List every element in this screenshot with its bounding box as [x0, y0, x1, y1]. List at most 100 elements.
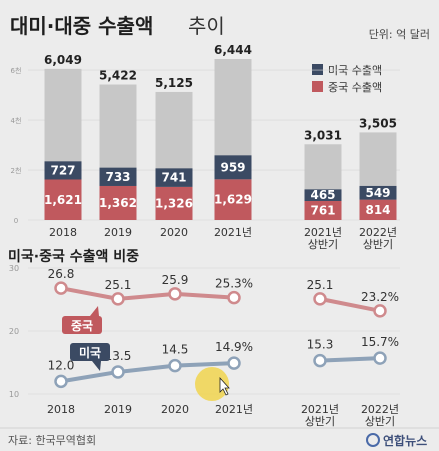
- bar-x-tick-label: 2021년: [304, 226, 342, 239]
- point-label-china: 25.3%: [215, 277, 253, 291]
- line-chart: 10 20 30 26.8 25.1 25.9 25.3% 25.1 23.2% 12.0 13.5…: [9, 264, 400, 428]
- point-us: [313, 353, 327, 368]
- line-x-tick-label: 상반기: [365, 415, 395, 428]
- legend: 미국 수출액 중국 수출액: [312, 64, 382, 94]
- series-line-us: [59, 361, 236, 384]
- bar-china: [304, 200, 342, 220]
- bar-us: [304, 189, 342, 201]
- line-x-tick-label: 2018: [47, 403, 75, 416]
- bar-x-tick-label: 2022년: [359, 226, 397, 239]
- bar-y-tick-label: 2천: [11, 166, 22, 175]
- legend-swatch-us: [312, 64, 323, 75]
- bar-total-label: 3,505: [359, 116, 397, 130]
- source-label: 자료: 한국무역협회: [8, 434, 96, 447]
- tag-china-pointer: [90, 306, 99, 316]
- line-x-tick-label: 2019: [104, 403, 132, 416]
- bar-total-label: 5,125: [155, 76, 193, 90]
- line-y-tick-label: 30: [9, 264, 19, 273]
- chart-title-suffix: 추이: [188, 14, 225, 38]
- bar-china: [99, 185, 137, 220]
- series-line-china: [318, 296, 382, 313]
- point-us: [111, 365, 125, 379]
- cursor-highlight: [195, 367, 229, 401]
- bar-x-tick-label: 상반기: [363, 238, 393, 251]
- bar-us: [359, 185, 397, 200]
- bar-china-label: 761: [310, 203, 335, 217]
- point-label-china: 25.9: [162, 273, 189, 287]
- point-china: [111, 292, 125, 306]
- unit-label: 단위: 억 달러: [369, 28, 430, 41]
- line-y-tick-label: 10: [9, 390, 19, 399]
- legend-label-us: 미국 수출액: [328, 64, 382, 77]
- bar-china-label: 814: [365, 203, 390, 217]
- point-label-china: 23.2%: [361, 290, 399, 304]
- bar-china: [359, 199, 397, 220]
- bar-y-tick-label: 6천: [11, 66, 22, 75]
- point-label-us: 12.0: [48, 358, 75, 372]
- point-label-china: 26.8: [48, 267, 75, 281]
- bar-total-label: 6,444: [214, 43, 252, 57]
- bar-total-label: 3,031: [304, 128, 342, 142]
- bar-x-tick-label: 2018: [49, 226, 77, 239]
- bar-us: [155, 168, 193, 187]
- line-x-tick-label: 2021년: [301, 403, 339, 416]
- bar-chart: 0 2천 4천 6천 6,049 727 1,621 2018 5,422 733 1,362 201…: [11, 43, 400, 251]
- point-china: [227, 290, 241, 305]
- bar-x-tick-label: 상반기: [308, 238, 338, 251]
- point-china: [168, 287, 182, 301]
- legend-label-china: 중국 수출액: [328, 81, 382, 94]
- line-x-tick-label: 2022년: [361, 403, 399, 416]
- bar-y-tick-label: 4천: [11, 116, 22, 125]
- point-china: [54, 281, 68, 295]
- point-us: [54, 374, 68, 389]
- point-label-us: 13.5: [105, 349, 132, 363]
- point-us: [373, 351, 387, 365]
- point-label-us: 15.7%: [361, 335, 399, 349]
- point-china: [313, 292, 327, 306]
- tag-us-box: [70, 343, 110, 361]
- bar-us-label: 741: [161, 171, 186, 185]
- bar-y-tick-label: 0: [14, 217, 18, 225]
- yonhap-logo-text: 연합뉴스: [383, 433, 427, 448]
- bar-us: [214, 155, 252, 180]
- tag-us: 미국: [70, 343, 110, 371]
- point-us: [227, 356, 241, 370]
- line-x-tick-label: 상반기: [305, 415, 335, 428]
- bar-us: [99, 167, 137, 186]
- point-china: [373, 304, 387, 318]
- bar-china-label: 1,629: [214, 193, 252, 207]
- series-line-us: [318, 356, 382, 363]
- share-chart-title: 미국·중국 수출액 비중: [8, 248, 139, 265]
- yonhap-logo-icon: [366, 433, 380, 447]
- bar-china-label: 1,621: [44, 193, 82, 207]
- bar-china-label: 1,326: [155, 196, 193, 210]
- tag-us-label: 미국: [79, 345, 101, 360]
- point-label-china: 25.1: [105, 278, 132, 292]
- bar-china: [214, 179, 252, 220]
- series-line-china: [59, 286, 236, 301]
- bar-us-label: 733: [105, 170, 130, 184]
- mouse-pointer-icon: [219, 376, 230, 396]
- bar-us-label: 959: [220, 160, 245, 174]
- bar-x-tick-label: 2020: [160, 226, 188, 239]
- bar-x-tick-label: 2019: [104, 226, 132, 239]
- tag-china-box: [62, 316, 102, 334]
- tag-china-label: 중국: [71, 319, 93, 333]
- bar-us: [44, 161, 82, 180]
- bar-us-label: 727: [50, 163, 75, 177]
- line-x-tick-label: 2021년: [215, 403, 253, 416]
- point-us: [168, 358, 182, 373]
- line-y-tick-label: 20: [9, 327, 19, 336]
- point-label-us: 15.3: [307, 338, 334, 352]
- point-label-china: 25.1: [307, 278, 334, 292]
- bar-total-label: 6,049: [44, 53, 82, 67]
- point-label-us: 14.5: [162, 343, 189, 357]
- bar-x-tick-label: 2021년: [214, 226, 252, 239]
- point-label-us: 14.9%: [215, 340, 253, 354]
- bar-china-label: 1,362: [99, 196, 137, 210]
- bar-china: [155, 186, 193, 220]
- bar-us-label: 549: [365, 186, 390, 200]
- bar-china: [44, 179, 82, 220]
